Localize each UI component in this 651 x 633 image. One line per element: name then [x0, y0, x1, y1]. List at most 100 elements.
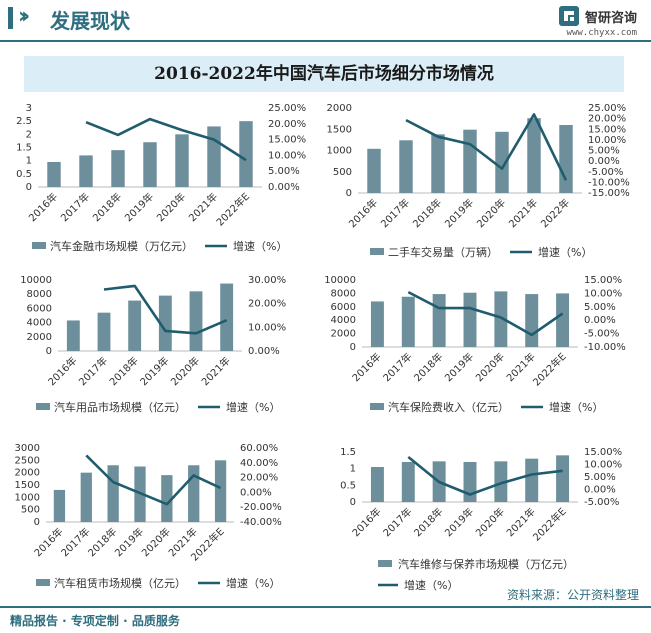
- main-title: 2016-2022年中国汽车后市场细分市场情况: [24, 56, 624, 92]
- x-axis-tick: 2019年: [112, 525, 146, 559]
- x-axis-tick: 2017年: [76, 354, 110, 388]
- right-axis-tick: 5.00%: [588, 146, 620, 157]
- left-axis-tick: 6000: [27, 303, 52, 314]
- right-axis-tick: 0.00%: [248, 346, 280, 357]
- legend-bar-label: 汽车保险费收入（亿元）: [388, 400, 509, 414]
- right-axis-tick: -40.00%: [240, 517, 282, 528]
- legend-bar-label: 汽车金融市场规模（万亿元）: [50, 239, 193, 253]
- left-axis-tick: 8000: [27, 289, 52, 300]
- legend-bar-label: 汽车维修与保养市场规模（万亿元）: [398, 557, 574, 571]
- bar: [495, 131, 509, 193]
- header-accent-bar: [8, 7, 13, 29]
- bar: [80, 472, 92, 522]
- x-axis-tick: 2022年E: [530, 505, 569, 544]
- legend-line-label: 增速（%）: [233, 239, 287, 253]
- right-axis-tick: 5.00%: [584, 302, 616, 313]
- right-axis-tick: -10.00%: [584, 342, 626, 353]
- bar: [463, 462, 477, 502]
- x-axis-tick: 2018年: [411, 505, 445, 539]
- right-axis-tick: 25.00%: [268, 103, 306, 114]
- x-axis-tick: 2020年: [473, 505, 507, 539]
- left-axis-tick: 0: [26, 182, 32, 193]
- x-axis-tick: 2017年: [58, 190, 92, 224]
- right-axis-tick: 20.00%: [588, 114, 626, 125]
- left-axis-tick: 0: [350, 342, 356, 353]
- legend-bar-label: 汽车租赁市场规模（亿元）: [54, 576, 186, 590]
- x-axis-tick: 2022年: [538, 196, 572, 230]
- bar: [432, 294, 446, 347]
- legend-line-label: 增速（%）: [226, 400, 280, 414]
- right-axis-tick: -10.00%: [588, 177, 630, 188]
- x-axis-tick: 2018年: [410, 196, 444, 230]
- left-axis-tick: 0: [346, 188, 352, 199]
- right-axis-tick: 10.00%: [248, 322, 286, 333]
- right-axis-tick: 0.00%: [584, 485, 616, 496]
- brand-url[interactable]: www.chyxx.com: [566, 28, 637, 38]
- right-axis-tick: -20.00%: [240, 502, 282, 513]
- x-axis-tick: 2017年: [380, 350, 414, 384]
- left-axis-tick: 1.5: [16, 143, 32, 154]
- x-axis-tick: 2020年: [168, 354, 202, 388]
- left-axis-tick: 0: [46, 346, 52, 357]
- bar: [525, 458, 539, 502]
- x-axis-tick: 2021年: [186, 190, 220, 224]
- x-axis-tick: 2020年: [473, 350, 507, 384]
- x-axis-tick: 2020年: [139, 525, 173, 559]
- right-axis-tick: 10.00%: [584, 460, 622, 471]
- x-axis-tick: 2016年: [45, 354, 79, 388]
- bar: [525, 294, 539, 347]
- legend-bar-label: 二手车交易量（万辆）: [388, 245, 498, 259]
- growth-line: [407, 455, 563, 496]
- right-axis-tick: 0.00%: [588, 156, 620, 167]
- x-axis-tick: 2022年E: [530, 350, 569, 389]
- legend-bar-swatch: [370, 403, 384, 410]
- legend-line-label: 增速（%）: [226, 576, 280, 590]
- header-title: 发展现状: [50, 9, 130, 33]
- footer-tagline: 精品报告 · 专项定制 · 品质服务: [10, 614, 180, 628]
- left-axis-tick: 1500: [327, 124, 352, 135]
- x-axis-tick: 2019年: [122, 190, 156, 224]
- bar: [220, 283, 234, 351]
- right-axis-tick: 15.00%: [584, 447, 622, 458]
- bar: [401, 462, 415, 502]
- left-axis-tick: 2000: [27, 332, 52, 343]
- growth-line: [85, 117, 247, 162]
- legend-line-label: 增速（%）: [538, 245, 592, 259]
- right-axis-tick: 60.00%: [240, 443, 278, 454]
- bar: [111, 150, 125, 187]
- right-axis-tick: -5.00%: [584, 497, 619, 508]
- x-axis-tick: 2016年: [349, 350, 383, 384]
- x-axis-tick: 2022年E: [213, 190, 252, 229]
- bar: [399, 140, 413, 193]
- bar: [463, 292, 477, 347]
- growth-line: [405, 113, 568, 181]
- brand[interactable]: 智研咨询 www.chyxx.com: [558, 5, 637, 38]
- x-axis-tick: 2019年: [442, 196, 476, 230]
- x-axis-tick: 2021年: [199, 354, 233, 388]
- left-axis-tick: 1: [26, 156, 32, 167]
- bar: [527, 118, 541, 193]
- right-axis-tick: 25.00%: [588, 103, 626, 114]
- x-axis-tick: 2016年: [346, 196, 380, 230]
- bar: [239, 121, 253, 187]
- x-axis-tick: 2019年: [442, 350, 476, 384]
- left-axis-tick: 4000: [331, 315, 356, 326]
- left-axis-tick: 0.5: [16, 169, 32, 180]
- legend-line-label: 增速（%）: [404, 578, 458, 592]
- bar: [97, 312, 111, 351]
- right-axis-tick: -5.00%: [584, 329, 619, 340]
- left-axis-tick: 2000: [15, 468, 40, 479]
- right-axis-tick: 0.00%: [240, 487, 272, 498]
- growth-line: [407, 290, 564, 337]
- left-axis-tick: 2.5: [16, 116, 32, 127]
- left-axis-tick: 0.5: [340, 480, 356, 491]
- right-axis-tick: 40.00%: [240, 458, 278, 469]
- legend-bar-swatch: [370, 248, 384, 255]
- x-axis-tick: 2016年: [349, 505, 383, 539]
- right-axis-tick: 15.00%: [268, 135, 306, 146]
- right-axis-tick: -5.00%: [588, 167, 623, 178]
- right-axis-tick: 20.00%: [268, 119, 306, 130]
- bar: [367, 148, 381, 193]
- bar: [214, 460, 227, 522]
- right-axis-tick: 10.00%: [268, 150, 306, 161]
